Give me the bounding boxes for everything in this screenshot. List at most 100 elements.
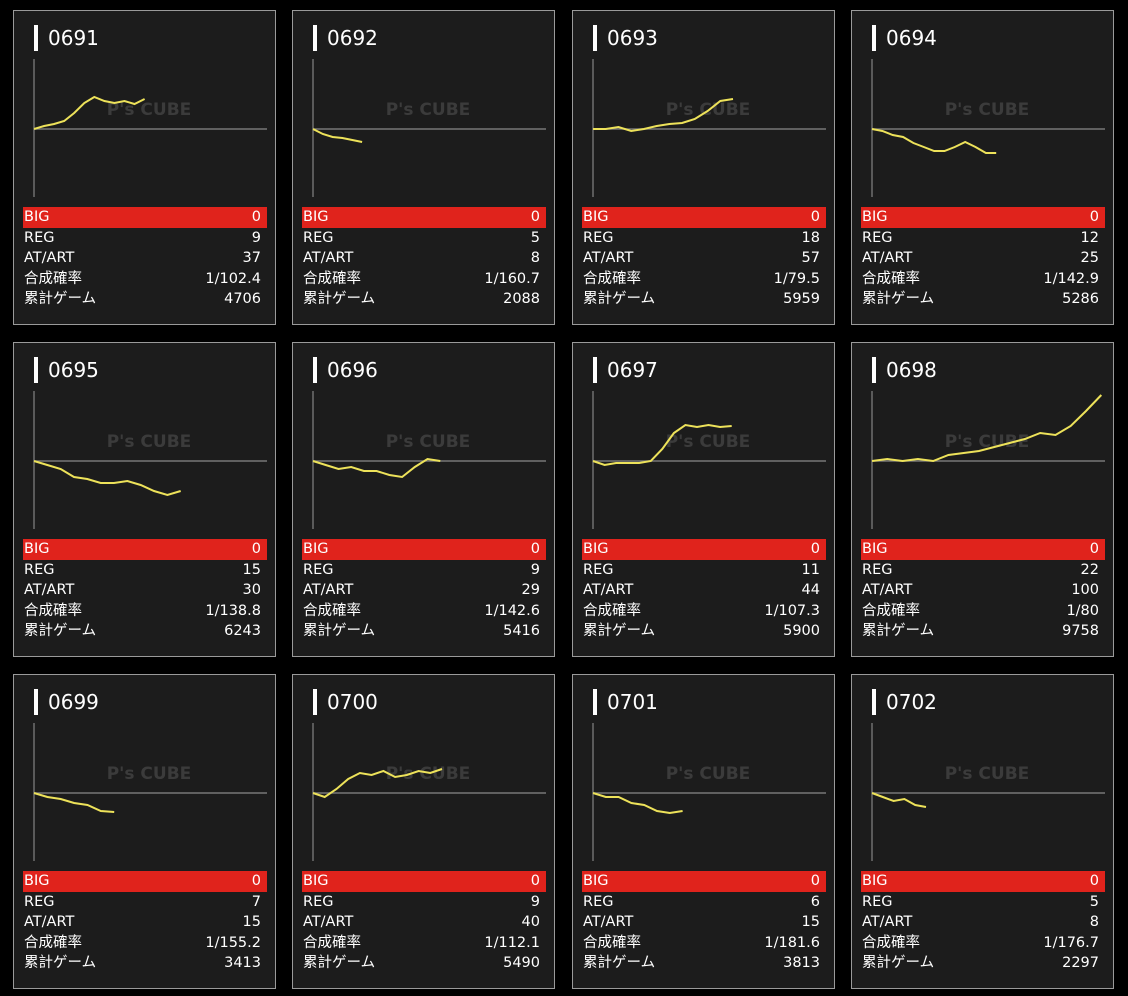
stat-label: AT/ART <box>862 250 913 267</box>
graph: P's CUBE <box>871 723 1105 861</box>
stat-row: AT/ART 29 <box>302 580 546 601</box>
stat-label: AT/ART <box>24 250 75 267</box>
stats: BIG 0 REG 7 AT/ART 15 合成確率 1/155.2 累計ゲーム 3413 <box>23 871 267 974</box>
stat-row: REG 5 <box>861 892 1105 913</box>
stat-value: 12 <box>1080 229 1099 246</box>
stat-row: REG 15 <box>23 560 267 581</box>
stat-row: 合成確率 1/142.6 <box>302 601 546 622</box>
stat-label: 累計ゲーム <box>24 623 97 640</box>
machine-number: 0694 <box>872 25 937 51</box>
watermark: P's CUBE <box>386 100 471 120</box>
graph: P's CUBE <box>592 723 826 861</box>
stats: BIG 0 REG 9 AT/ART 37 合成確率 1/102.4 累計ゲーム 4706 <box>23 207 267 310</box>
stat-value: 0 <box>810 873 820 889</box>
stat-value: 22 <box>1080 561 1099 578</box>
stat-value: 1/181.6 <box>764 934 820 951</box>
graph-line <box>312 128 363 143</box>
stat-row: 合成確率 1/176.7 <box>861 933 1105 954</box>
stat-row: BIG 0 <box>302 871 546 892</box>
stat-value: 6 <box>810 893 820 910</box>
stat-label: BIG <box>303 541 329 557</box>
machine-number: 0699 <box>34 689 99 715</box>
stat-row: 合成確率 1/107.3 <box>582 601 826 622</box>
stat-row: REG 5 <box>302 228 546 249</box>
stats: BIG 0 REG 15 AT/ART 30 合成確率 1/138.8 累計ゲーム 6243 <box>23 539 267 642</box>
stat-label: REG <box>303 893 334 910</box>
stat-row: BIG 0 <box>861 539 1105 560</box>
stat-row: REG 6 <box>582 892 826 913</box>
stat-value: 2088 <box>503 291 540 308</box>
watermark: P's CUBE <box>666 432 751 452</box>
stat-value: 8 <box>530 250 540 267</box>
stat-label: 合成確率 <box>24 602 82 619</box>
stat-label: REG <box>583 561 614 578</box>
stat-label: 累計ゲーム <box>303 623 376 640</box>
stat-row: REG 7 <box>23 892 267 913</box>
stat-label: 合成確率 <box>303 270 361 287</box>
stat-value: 1/107.3 <box>764 602 820 619</box>
machine-number: 0698 <box>872 357 937 383</box>
stat-row: 累計ゲーム 2088 <box>302 289 546 310</box>
stat-value: 1/79.5 <box>773 270 820 287</box>
stats: BIG 0 REG 9 AT/ART 40 合成確率 1/112.1 累計ゲーム 5490 <box>302 871 546 974</box>
stat-row: AT/ART 15 <box>582 912 826 933</box>
machine-number: 0697 <box>593 357 658 383</box>
stat-value: 0 <box>1089 541 1099 557</box>
stat-value: 15 <box>242 561 261 578</box>
stat-value: 8 <box>1089 914 1099 931</box>
stat-value: 2297 <box>1062 955 1099 972</box>
graph-line <box>33 95 146 130</box>
graph: P's CUBE <box>33 723 267 861</box>
stat-row: 合成確率 1/160.7 <box>302 269 546 290</box>
stat-value: 11 <box>801 561 820 578</box>
stat-row: AT/ART 57 <box>582 248 826 269</box>
stat-row: BIG 0 <box>302 539 546 560</box>
stat-value: 5416 <box>503 623 540 640</box>
machine-number: 0693 <box>593 25 658 51</box>
stat-value: 0 <box>530 873 540 889</box>
machine-card: 0696 P's CUBE BIG 0 REG 9 AT/ART 29 合成確率 1/142.6 累… <box>292 342 555 657</box>
stat-label: AT/ART <box>24 914 75 931</box>
stat-value: 1/112.1 <box>484 934 540 951</box>
stat-row: AT/ART 30 <box>23 580 267 601</box>
stat-label: 累計ゲーム <box>303 955 376 972</box>
stat-value: 9 <box>251 229 261 246</box>
stat-value: 0 <box>251 541 261 557</box>
stat-label: REG <box>862 561 893 578</box>
stat-label: 合成確率 <box>862 934 920 951</box>
stat-label: 累計ゲーム <box>862 955 935 972</box>
stat-row: BIG 0 <box>23 871 267 892</box>
stat-value: 5 <box>530 229 540 246</box>
stat-row: BIG 0 <box>861 871 1105 892</box>
stat-label: 累計ゲーム <box>24 291 97 308</box>
stats: BIG 0 REG 11 AT/ART 44 合成確率 1/107.3 累計ゲーム 5900 <box>582 539 826 642</box>
stat-row: 合成確率 1/138.8 <box>23 601 267 622</box>
stat-value: 0 <box>530 541 540 557</box>
stat-value: 1/138.8 <box>205 602 261 619</box>
watermark: P's CUBE <box>666 764 751 784</box>
stat-value: 4706 <box>224 291 261 308</box>
stat-label: 合成確率 <box>583 934 641 951</box>
stat-value: 0 <box>1089 873 1099 889</box>
stat-label: REG <box>303 229 334 246</box>
graph: P's CUBE <box>312 59 546 197</box>
stat-label: AT/ART <box>583 582 634 599</box>
watermark: P's CUBE <box>386 432 471 452</box>
stat-row: 累計ゲーム 5286 <box>861 289 1105 310</box>
stat-value: 3813 <box>783 955 820 972</box>
stat-label: 累計ゲーム <box>583 955 656 972</box>
stat-value: 25 <box>1080 250 1099 267</box>
stats: BIG 0 REG 9 AT/ART 29 合成確率 1/142.6 累計ゲーム 5416 <box>302 539 546 642</box>
stat-label: 合成確率 <box>303 934 361 951</box>
watermark: P's CUBE <box>945 100 1030 120</box>
stat-value: 1/176.7 <box>1043 934 1099 951</box>
machine-number: 0695 <box>34 357 99 383</box>
stat-value: 9 <box>530 561 540 578</box>
stats: BIG 0 REG 12 AT/ART 25 合成確率 1/142.9 累計ゲーム 5286 <box>861 207 1105 310</box>
stat-label: REG <box>24 561 55 578</box>
stat-label: 合成確率 <box>583 602 641 619</box>
machine-number: 0700 <box>313 689 378 715</box>
stat-value: 29 <box>521 582 540 599</box>
stat-label: AT/ART <box>583 914 634 931</box>
stat-row: REG 9 <box>302 560 546 581</box>
